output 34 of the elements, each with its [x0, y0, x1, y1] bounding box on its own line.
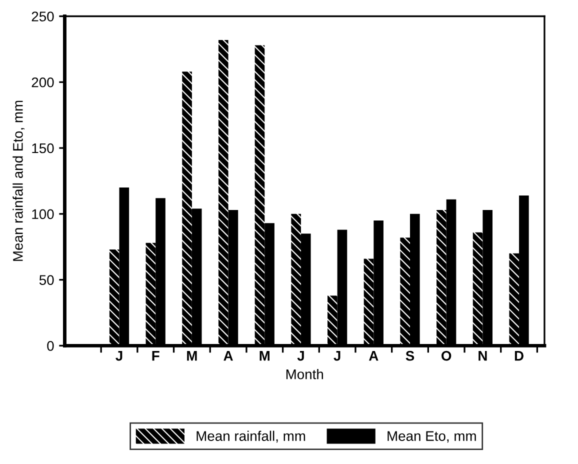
x-tick-label: O [442, 350, 452, 361]
y-tick-label: 200 [32, 77, 54, 88]
x-tick-label: A [368, 351, 378, 361]
bar [400, 238, 410, 346]
x-tick-label: D [514, 351, 524, 361]
bar [109, 249, 120, 346]
bar [436, 210, 446, 346]
bar [218, 40, 228, 346]
x-tick-label: J [334, 351, 340, 361]
x-tick-label: N [478, 351, 487, 361]
x-tick-label: A [224, 351, 233, 361]
bar [364, 258, 374, 346]
y-tick-label: 0 [47, 341, 54, 351]
bar [509, 253, 520, 346]
x-axis-title: Month [286, 369, 324, 380]
x-tick-label: M [260, 351, 270, 361]
y-tick-label: 100 [32, 209, 54, 220]
bar [254, 45, 265, 346]
y-tick-label: 250 [32, 12, 54, 22]
x-tick-label: F [152, 351, 160, 361]
legend-label: Mean rainfall, mm [196, 430, 306, 443]
legend-label: Mean Eto, mm [388, 431, 476, 443]
x-tick-label: M [187, 351, 197, 361]
bar [328, 296, 338, 346]
bar [146, 242, 156, 346]
x-tick-label: J [297, 351, 304, 361]
bar [182, 72, 192, 346]
bar [291, 214, 301, 346]
x-tick-label: S [406, 350, 414, 361]
y-tick-label: 50 [39, 275, 54, 285]
y-axis-title: Mean rainfall and Eto, mm [12, 100, 24, 261]
y-tick-label: 150 [32, 143, 54, 154]
bar [472, 232, 483, 346]
x-tick-label: J [116, 351, 122, 361]
